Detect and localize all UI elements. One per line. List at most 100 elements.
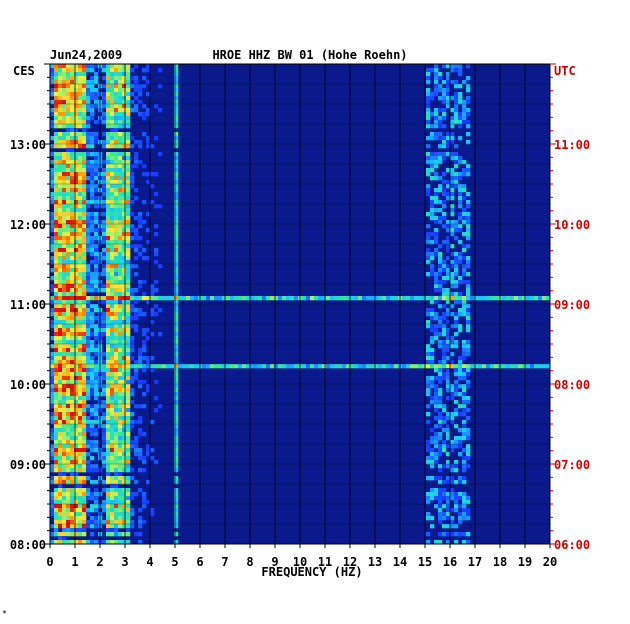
heatmap-cell	[174, 76, 179, 81]
heatmap-cell	[466, 508, 471, 513]
heatmap-cell	[122, 312, 127, 317]
heatmap-cell	[74, 356, 79, 361]
heatmap-cell	[70, 424, 75, 429]
heatmap-cell	[110, 280, 115, 285]
heatmap-cell	[454, 388, 459, 393]
heatmap-cell	[62, 500, 67, 505]
heatmap-cell	[462, 264, 467, 269]
heatmap-cell	[454, 180, 459, 185]
heatmap-cell	[58, 288, 63, 293]
heatmap-cell	[454, 344, 459, 349]
heatmap-cell	[70, 340, 75, 345]
heatmap-cell	[122, 208, 127, 213]
heatmap-cell	[154, 248, 159, 253]
heatmap-cell	[90, 276, 95, 281]
heatmap-cell	[106, 88, 111, 93]
heatmap-cell	[74, 232, 79, 237]
heatmap-cell	[58, 512, 63, 517]
heatmap-cell	[438, 512, 443, 517]
heatmap-cell	[394, 296, 399, 301]
heatmap-cell	[450, 304, 455, 309]
heatmap-cell	[438, 88, 443, 93]
heatmap-cell	[74, 208, 79, 213]
heatmap-cell	[122, 144, 127, 149]
heatmap-cell	[430, 68, 435, 73]
heatmap-cell	[126, 332, 131, 337]
heatmap-cell	[462, 272, 467, 277]
heatmap-cell	[458, 412, 463, 417]
heatmap-cell	[442, 268, 447, 273]
heatmap-cell	[70, 116, 75, 121]
heatmap-cell	[106, 472, 111, 477]
heatmap-cell	[126, 204, 131, 209]
heatmap-cell	[474, 364, 479, 369]
heatmap-cell	[54, 112, 59, 117]
heatmap-cell	[418, 364, 423, 369]
heatmap-cell	[70, 124, 75, 129]
heatmap-cell	[210, 364, 215, 369]
heatmap-cell	[142, 104, 147, 109]
heatmap-cell	[62, 320, 67, 325]
heatmap-cell	[82, 84, 87, 89]
heatmap-cell	[74, 436, 79, 441]
heatmap-cell	[142, 392, 147, 397]
heatmap-cell	[426, 168, 431, 173]
heatmap-cell	[86, 468, 91, 473]
heatmap-cell	[458, 496, 463, 501]
heatmap-cell	[190, 296, 195, 301]
heatmap-cell	[70, 460, 75, 465]
heatmap-cell	[134, 156, 139, 161]
heatmap-cell	[118, 468, 123, 473]
heatmap-cell	[174, 232, 179, 237]
heatmap-cell	[442, 420, 447, 425]
heatmap-cell	[150, 200, 155, 205]
x-tick-label: 6	[196, 555, 203, 569]
heatmap-cell	[102, 68, 107, 73]
heatmap-cell	[122, 96, 127, 101]
heatmap-cell	[94, 188, 99, 193]
heatmap-cell	[122, 432, 127, 437]
heatmap-cell	[118, 424, 123, 429]
heatmap-cell	[434, 72, 439, 77]
heatmap-cell	[78, 140, 83, 145]
heatmap-cell	[94, 384, 99, 389]
heatmap-cell	[426, 172, 431, 177]
heatmap-cell	[458, 120, 463, 125]
heatmap-cell	[90, 320, 95, 325]
heatmap-cell	[74, 228, 79, 233]
heatmap-cell	[90, 224, 95, 229]
heatmap-cell	[370, 364, 375, 369]
heatmap-cell	[110, 84, 115, 89]
heatmap-cell	[446, 220, 451, 225]
heatmap-cell	[134, 368, 139, 373]
heatmap-cell	[114, 236, 119, 241]
heatmap-cell	[114, 464, 119, 469]
heatmap-cell	[66, 288, 71, 293]
heatmap-cell	[102, 160, 107, 165]
heatmap-cell	[94, 248, 99, 253]
heatmap-cell	[114, 460, 119, 465]
heatmap-cell	[462, 108, 467, 113]
heatmap-cell	[282, 296, 287, 301]
heatmap-cell	[458, 224, 463, 229]
heatmap-cell	[114, 304, 119, 309]
heatmap-cell	[126, 168, 131, 173]
heatmap-cell	[466, 232, 471, 237]
heatmap-cell	[126, 96, 131, 101]
heatmap-cell	[82, 272, 87, 277]
x-tick-label: 13	[368, 555, 382, 569]
heatmap-cell	[58, 116, 63, 121]
heatmap-cell	[106, 356, 111, 361]
heatmap-cell	[90, 412, 95, 417]
heatmap-cell	[82, 256, 87, 261]
heatmap-cell	[426, 380, 431, 385]
heatmap-cell	[94, 496, 99, 501]
heatmap-cell	[126, 164, 131, 169]
heatmap-cell	[90, 372, 95, 377]
heatmap-cell	[66, 520, 71, 525]
heatmap-cell	[66, 128, 71, 133]
heatmap-cell	[130, 392, 135, 397]
heatmap-cell	[50, 160, 55, 165]
heatmap-cell	[62, 496, 67, 501]
heatmap-cell	[106, 252, 111, 257]
